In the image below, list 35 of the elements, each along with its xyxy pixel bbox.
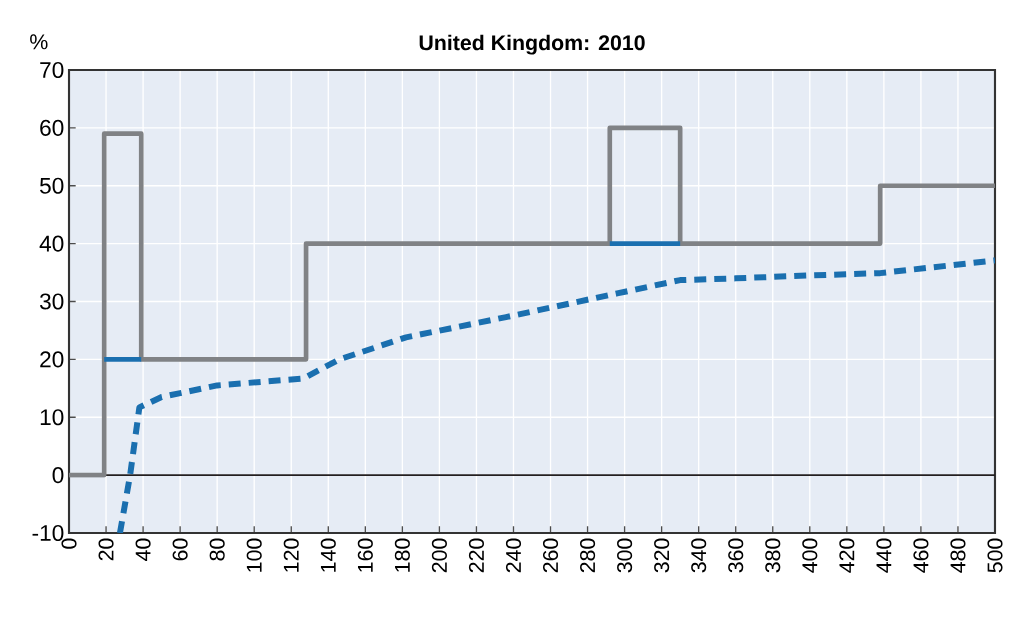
y-tick-label: 10 [40,409,64,426]
x-tick-label: 480 [950,538,966,573]
x-tick-label: 220 [468,538,484,573]
x-tick-label: 320 [654,538,670,573]
x-tick-label: 60 [172,538,188,561]
y-tick-label: 50 [39,177,64,194]
x-tick-label: 240 [505,538,522,573]
y-tick-label: 40 [39,235,64,252]
x-tick-label: 340 [691,538,707,573]
y-tick-label: 20 [40,351,64,368]
y-tick-label: 30 [39,293,64,310]
x-tick-label: 360 [728,538,744,573]
x-tick-label: 500 [987,538,1003,573]
x-tick-label: 460 [913,538,929,573]
x-tick-label: 40 [135,538,151,561]
y-axis-title: % [30,34,48,50]
x-tick-label: 400 [802,538,818,573]
y-tick-label: 0 [52,467,64,484]
x-tick-label: 440 [876,538,892,573]
x-tick-label: 20 [98,538,114,561]
x-tick-label: 260 [542,538,559,573]
x-tick-label: 420 [839,538,855,573]
y-tick-label: 70 [40,61,64,79]
x-tick-label: 380 [765,538,781,573]
x-tick-label: 160 [357,538,373,572]
x-tick-label: 280 [580,538,596,573]
x-tick-label: 140 [320,538,336,572]
y-tick-label: 60 [40,119,64,136]
x-tick-label: 180 [394,538,410,572]
x-tick-label: 120 [283,538,299,572]
x-tick-label: 80 [209,538,225,561]
chart-title: United Kingdom: 2010 [419,34,645,55]
x-tick-label: 200 [431,538,447,573]
x-tick-label: 100 [246,538,262,572]
x-tick-label: 300 [617,538,633,573]
